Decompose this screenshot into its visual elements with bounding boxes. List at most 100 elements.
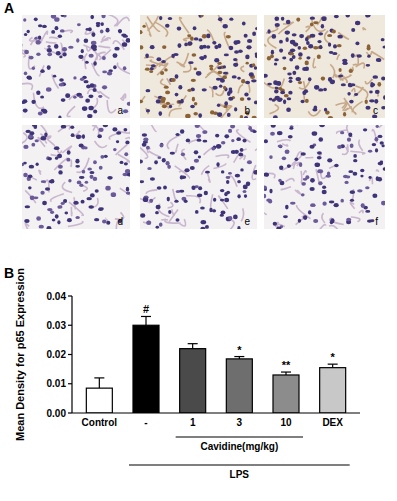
nucleus: [198, 156, 201, 159]
nucleus: [176, 218, 180, 222]
nucleus: [357, 189, 363, 192]
x-tick-label: -: [144, 417, 147, 428]
nucleus: [347, 92, 350, 96]
y-tick: [68, 354, 72, 355]
septum: [175, 166, 190, 178]
nucleus: [41, 180, 46, 183]
nucleus: [330, 218, 334, 222]
nucleus: [209, 208, 212, 213]
nucleus: [142, 143, 147, 147]
micrograph: a: [14, 13, 133, 119]
nucleus: [73, 76, 76, 79]
nucleus: [321, 24, 324, 28]
nucleus: [206, 45, 210, 48]
nucleus: [350, 190, 356, 194]
nucleus: [313, 21, 318, 24]
nucleus: [149, 70, 153, 73]
septum: [359, 210, 363, 213]
nucleus: [38, 24, 42, 27]
nucleus: [354, 93, 358, 96]
septum: [22, 83, 33, 89]
septum: [306, 26, 310, 32]
nucleus: [107, 71, 112, 75]
nucleus: [79, 176, 85, 179]
nucleus: [247, 97, 251, 100]
nucleus: [123, 35, 128, 38]
nucleus: [324, 108, 327, 112]
nucleus: [188, 61, 194, 64]
micrograph: b: [135, 13, 259, 121]
nucleus: [61, 125, 67, 129]
septum: [241, 66, 244, 72]
septum: [22, 44, 26, 51]
significance-label: *: [331, 351, 336, 363]
nucleus: [222, 75, 227, 79]
nucleus: [248, 126, 252, 131]
nucleus: [367, 44, 370, 48]
nucleus: [340, 131, 344, 134]
nucleus: [372, 143, 377, 146]
nucleus: [99, 166, 103, 170]
septum: [22, 133, 27, 145]
nucleus: [93, 88, 97, 92]
septum: [101, 38, 111, 43]
nucleus: [314, 85, 319, 90]
nucleus: [156, 57, 161, 61]
nucleus: [254, 101, 257, 105]
septum: [266, 27, 278, 33]
nucleus: [338, 74, 343, 77]
nucleus: [160, 144, 164, 148]
nucleus: [202, 88, 207, 91]
nucleus: [150, 177, 155, 181]
nucleus: [380, 141, 384, 144]
septum: [140, 96, 145, 103]
nucleus: [85, 99, 90, 103]
nucleus: [57, 205, 62, 208]
septum: [207, 173, 209, 182]
nucleus: [269, 189, 272, 194]
nucleus: [237, 40, 240, 43]
nucleus: [88, 106, 93, 111]
septum: [39, 170, 41, 174]
septum: [229, 220, 234, 229]
septum: [69, 202, 83, 215]
septum: [322, 213, 325, 223]
nucleus: [223, 86, 226, 90]
nucleus: [369, 91, 373, 94]
septum: [379, 125, 384, 128]
y-tick: [68, 325, 72, 326]
nucleus: [375, 90, 380, 94]
nucleus: [308, 210, 311, 214]
nucleus: [28, 186, 32, 189]
nucleus: [127, 173, 130, 177]
nucleus: [23, 145, 28, 149]
nucleus: [346, 218, 351, 222]
nucleus: [353, 154, 357, 158]
nucleus: [267, 56, 271, 60]
septum: [29, 55, 35, 69]
nucleus: [58, 116, 61, 118]
septum: [376, 170, 379, 172]
nucleus: [301, 152, 306, 155]
septum: [52, 74, 59, 88]
nucleus: [200, 227, 205, 229]
error-cap: [188, 343, 198, 344]
septum: [350, 203, 354, 209]
nucleus: [192, 97, 195, 102]
nucleus: [180, 129, 184, 133]
nucleus: [61, 15, 64, 17]
group-bracket: [129, 464, 350, 465]
nucleus: [103, 125, 108, 127]
nucleus: [321, 76, 325, 80]
nucleus: [368, 150, 372, 153]
septum: [99, 49, 111, 59]
nucleus: [203, 140, 208, 143]
nucleus: [143, 197, 149, 202]
nucleus: [162, 158, 166, 162]
septum: [216, 90, 224, 95]
nucleus: [345, 15, 350, 18]
nucleus: [171, 54, 175, 58]
nucleus: [237, 77, 240, 80]
tissue: [140, 15, 257, 118]
nucleus: [252, 116, 257, 118]
